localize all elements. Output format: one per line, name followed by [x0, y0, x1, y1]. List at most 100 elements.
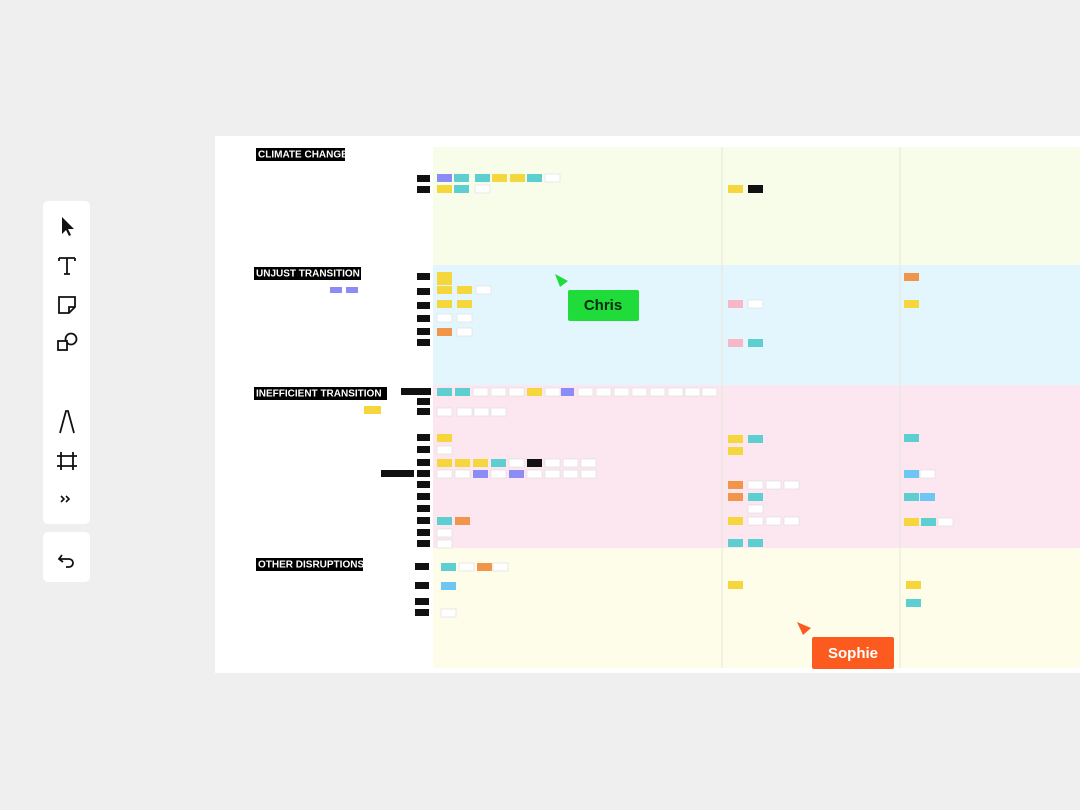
sticky-note: [417, 493, 430, 500]
sticky-note: [906, 599, 921, 607]
sticky-note: [490, 407, 507, 417]
sticky-note: [562, 469, 579, 479]
sticky-note: [510, 174, 525, 182]
sticky-note: [561, 388, 574, 396]
sticky-note: [417, 470, 430, 477]
undo-panel: [43, 532, 90, 582]
undo-button[interactable]: [57, 554, 74, 568]
sticky-note: [472, 387, 489, 397]
sticky-note: [415, 609, 429, 616]
sticky-note: [437, 272, 452, 285]
section-title: UNJUST TRANSITION: [256, 269, 360, 280]
sticky-note: [728, 447, 743, 455]
sticky-note: [437, 174, 452, 182]
cursor-name: Chris: [584, 297, 622, 314]
sticky-note: [346, 287, 358, 293]
sticky-note: [417, 446, 430, 453]
sticky-note: [906, 581, 921, 589]
sticky-note: [667, 387, 684, 397]
cursor-label: [568, 290, 639, 321]
sticky-note: [527, 388, 542, 396]
sticky-note: [437, 300, 452, 308]
select-tool[interactable]: [62, 217, 74, 236]
sticky-note: [436, 407, 453, 417]
sticky-note: [728, 339, 743, 347]
sticky-note: [455, 459, 470, 467]
sticky-note: [473, 470, 488, 478]
sticky-note: [508, 458, 525, 468]
sticky-note: [455, 388, 470, 396]
sticky-note: [436, 539, 453, 549]
sticky-note: [783, 516, 800, 526]
sticky-note: [454, 469, 471, 479]
sticky-note: [747, 504, 764, 514]
cursor-label: [812, 637, 894, 669]
sticky-note: [474, 184, 491, 194]
sticky-note: [904, 434, 919, 442]
sticky-note: [728, 539, 743, 547]
sticky-note: [437, 388, 452, 396]
sticky-note: [747, 299, 764, 309]
sticky-note: [544, 469, 561, 479]
sticky-note: [728, 517, 743, 525]
sticky-note: [417, 529, 430, 536]
frame-tool[interactable]: [57, 452, 77, 470]
sticky-note: [904, 273, 919, 281]
sticky-note: [437, 434, 452, 442]
sticky-note: [544, 387, 561, 397]
text-tool[interactable]: [58, 257, 76, 275]
sticky-note: [544, 458, 561, 468]
sticky-note: [415, 563, 429, 570]
sticky-note: [783, 480, 800, 490]
sticky-note: [417, 175, 430, 182]
sticky-note: [401, 388, 431, 395]
sticky-note: [415, 582, 429, 589]
sticky-note: [920, 493, 935, 501]
sticky-note: [417, 302, 430, 309]
sticky-note: [455, 517, 470, 525]
sticky-note: [728, 481, 743, 489]
sticky-note: [544, 173, 561, 183]
sticky-note: [747, 516, 764, 526]
sticky-note: [491, 459, 506, 467]
sticky-note: [437, 459, 452, 467]
sticky-note: [417, 505, 430, 512]
sticky-note: [456, 327, 473, 337]
sticky-note: [904, 493, 919, 501]
toolbar: [43, 201, 90, 524]
section-title: CLIMATE CHANGE: [258, 150, 348, 161]
sticky-note: [748, 339, 763, 347]
sticky-note: [437, 517, 452, 525]
cursor-pointer: [555, 274, 568, 287]
sticky-note: [417, 398, 430, 405]
sticky-note: [728, 581, 743, 589]
sticky-note: [527, 174, 542, 182]
sticky-note: [436, 528, 453, 538]
sticky-note: [456, 407, 473, 417]
cursor-name: Sophie: [828, 645, 878, 662]
shape-tool[interactable]: [57, 332, 78, 351]
sticky-note: [437, 328, 452, 336]
sticky-note: [417, 459, 430, 466]
sticky-note: [748, 493, 763, 501]
sticky-note: [457, 286, 472, 294]
sticky-note: [417, 186, 430, 193]
sticky-note: [509, 470, 524, 478]
sticky-tool[interactable]: [58, 296, 76, 314]
sticky-note: [765, 480, 782, 490]
title-bg: [256, 558, 363, 571]
sticky-note: [477, 563, 492, 571]
sticky-note: [415, 598, 429, 605]
sticky-note: [728, 185, 743, 193]
sticky-note: [417, 540, 430, 547]
more-tools[interactable]: [60, 495, 71, 503]
sticky-note: [595, 387, 612, 397]
sticky-note: [921, 518, 936, 526]
sticky-note: [458, 562, 475, 572]
band-unjust: [433, 265, 1080, 385]
sticky-note: [747, 480, 764, 490]
sticky-note: [417, 288, 430, 295]
pen-tool[interactable]: [59, 410, 75, 434]
sticky-note: [456, 313, 473, 323]
